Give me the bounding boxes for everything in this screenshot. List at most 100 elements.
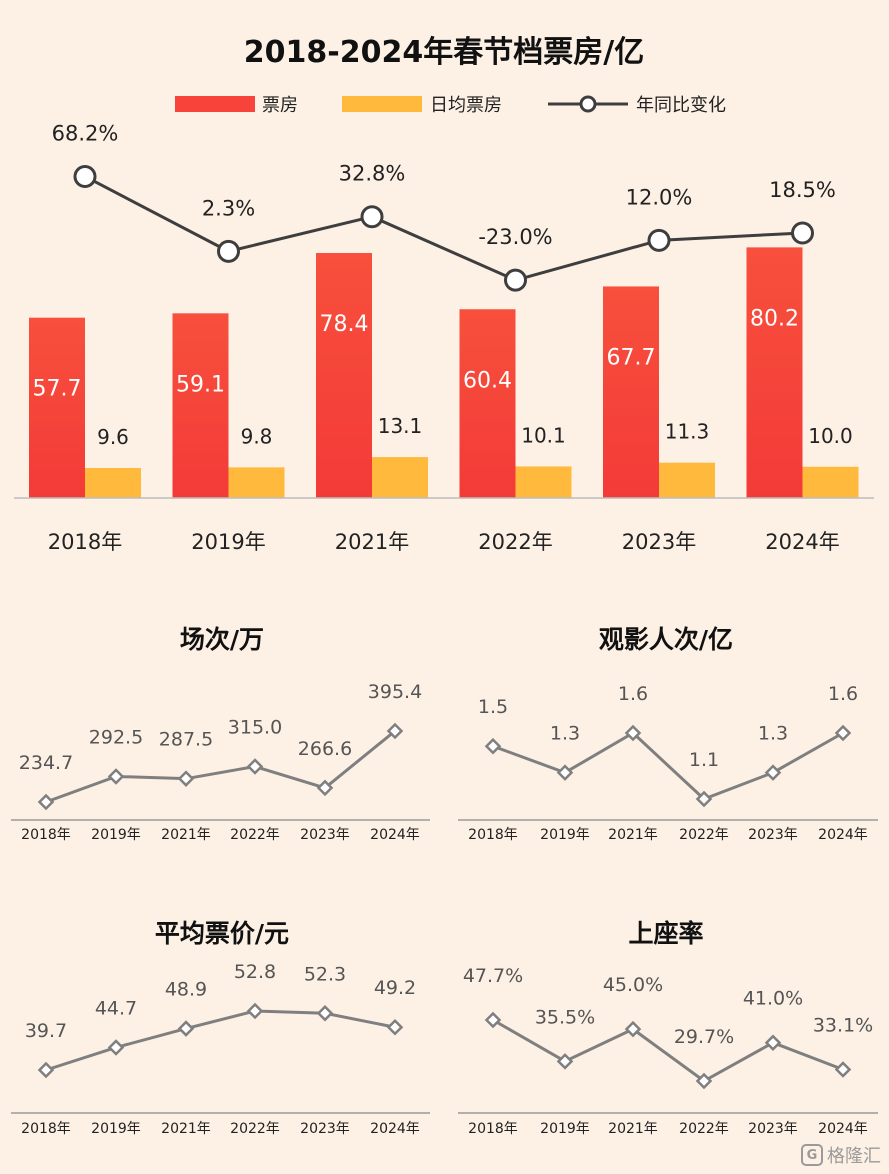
screenings-chart-title: 场次/万: [180, 625, 264, 654]
x-tick-label-4: 2023年: [300, 827, 350, 843]
data-label-3: 29.7%: [674, 1026, 734, 1048]
legend-swatch-daily-avg: [342, 96, 422, 112]
series-line: [45, 1009, 396, 1072]
data-point-5: [386, 1018, 404, 1036]
x-tick-label-2: 2021年: [335, 530, 409, 554]
data-label-1: 1.3: [550, 723, 580, 745]
data-point-4: [316, 1004, 334, 1022]
x-tick-label-3: 2022年: [679, 1121, 729, 1137]
data-label-4: 41.0%: [743, 988, 803, 1010]
data-point-3: [246, 1002, 264, 1020]
data-label-1: 292.5: [89, 726, 143, 748]
data-point-4: [316, 779, 334, 797]
bar-daily-avg-3: [515, 466, 572, 498]
occupancy-chart-title: 上座率: [628, 919, 703, 948]
yoy-point-3: [504, 268, 527, 292]
x-tick-label-5: 2024年: [765, 530, 839, 554]
x-tick-label-3: 2022年: [478, 530, 552, 554]
main-bar-group: 57.7 9.6 59.1 9.8 78.4 13.1 60.4 10.1 67.7 11.3 80…: [29, 247, 859, 498]
x-tick-label-1: 2019年: [91, 827, 141, 843]
data-point-1: [556, 1053, 574, 1070]
main-chart-title: 2018-2024年春节档票房/亿: [244, 35, 644, 70]
bar-label-daily-avg-3: 10.1: [521, 423, 566, 447]
bar-label-box-office-0: 57.7: [33, 377, 82, 402]
x-tick-label-5: 2024年: [818, 1121, 868, 1137]
x-tick-label-5: 2024年: [818, 827, 868, 843]
x-tick-label-5: 2024年: [370, 1121, 420, 1137]
data-point-3: [695, 1072, 713, 1090]
bar-label-daily-avg-2: 13.1: [378, 414, 423, 438]
data-point-0: [37, 1061, 55, 1079]
data-label-0: 234.7: [19, 752, 73, 774]
yoy-point-2: [360, 205, 384, 229]
data-label-1: 35.5%: [535, 1006, 595, 1028]
yoy-label-4: 12.0%: [626, 185, 693, 209]
x-tick-label-2: 2021年: [608, 827, 658, 843]
bar-box-office-5: [746, 247, 803, 498]
x-tick-label-0: 2018年: [21, 827, 71, 843]
data-point-5: [834, 1061, 852, 1078]
data-label-2: 287.5: [159, 729, 213, 751]
x-tick-label-1: 2019年: [540, 827, 590, 843]
watermark-logo-icon: G: [801, 1144, 823, 1166]
bar-daily-avg-4: [659, 462, 715, 498]
x-tick-label-1: 2019年: [540, 1121, 590, 1137]
x-tick-label-2: 2021年: [161, 827, 211, 843]
bar-label-daily-avg-1: 9.8: [241, 424, 273, 448]
x-tick-label-4: 2023年: [300, 1121, 350, 1137]
data-label-5: 1.6: [828, 683, 858, 705]
data-point-0: [37, 793, 55, 811]
yoy-point-0: [73, 164, 97, 188]
data-label-0: 47.7%: [463, 965, 523, 987]
data-label-3: 52.8: [234, 961, 276, 983]
bar-label-box-office-3: 60.4: [463, 368, 512, 393]
data-point-0: [484, 737, 502, 755]
bar-box-office-0: [29, 317, 85, 498]
data-label-4: 266.6: [298, 738, 352, 760]
x-tick-label-1: 2019年: [91, 1121, 141, 1137]
data-point-5: [834, 724, 852, 742]
x-tick-label-0: 2018年: [48, 530, 122, 554]
yoy-label-2: 32.8%: [339, 162, 406, 186]
bar-box-office-2: [316, 253, 372, 498]
watermark: G 格隆汇: [801, 1142, 881, 1168]
bar-label-box-office-5: 80.2: [750, 306, 799, 331]
x-tick-label-4: 2023年: [748, 1121, 798, 1137]
legend-swatch-box-office: [175, 96, 255, 112]
data-point-1: [556, 764, 574, 781]
avg-price-chart: 39.7 2018年 44.7 2019年 48.9 2021年 52.8 2022年 52.3…: [11, 961, 430, 1137]
data-label-0: 1.5: [478, 696, 508, 718]
x-tick-label-2: 2021年: [608, 1121, 658, 1137]
data-label-5: 33.1%: [813, 1014, 873, 1036]
watermark-text: 格隆汇: [827, 1146, 881, 1167]
x-tick-label-4: 2023年: [622, 530, 696, 554]
screenings-chart: 234.7 2018年 292.5 2019年 287.5 2021年 315.0 2022年…: [11, 681, 430, 843]
x-tick-label-0: 2018年: [468, 827, 518, 843]
data-label-1: 44.7: [95, 997, 137, 1019]
bar-label-daily-avg-4: 11.3: [665, 420, 710, 444]
main-x-tick-labels: 2018年 2019年 2021年 2022年 2023年 2024年: [48, 530, 840, 554]
data-label-0: 39.7: [25, 1020, 67, 1042]
yoy-label-3: -23.0%: [478, 225, 552, 249]
main-line-group: 68.2% 2.3% 32.8% -23.0% 12.0% 18.5%: [52, 121, 836, 292]
data-point-2: [177, 1020, 195, 1037]
bar-label-box-office-2: 78.4: [320, 312, 369, 337]
bar-daily-avg-5: [802, 466, 859, 498]
data-label-5: 49.2: [374, 977, 416, 999]
main-legend: 票房 日均票房 年同比变化: [175, 95, 726, 116]
data-point-2: [624, 1020, 642, 1038]
data-point-4: [764, 1034, 782, 1051]
data-point-4: [764, 764, 782, 781]
legend-label-box-office: 票房: [262, 95, 298, 116]
bar-box-office-1: [172, 313, 229, 498]
bar-label-box-office-1: 59.1: [176, 372, 225, 397]
x-tick-label-4: 2023年: [748, 827, 798, 843]
data-label-3: 1.1: [689, 749, 719, 771]
x-tick-label-0: 2018年: [21, 1121, 71, 1137]
yoy-point-1: [217, 239, 240, 263]
data-label-3: 315.0: [228, 717, 282, 739]
yoy-point-5: [791, 221, 814, 245]
series-line: [45, 729, 396, 804]
bar-daily-avg-2: [372, 457, 428, 498]
bar-label-box-office-4: 67.7: [607, 345, 656, 370]
